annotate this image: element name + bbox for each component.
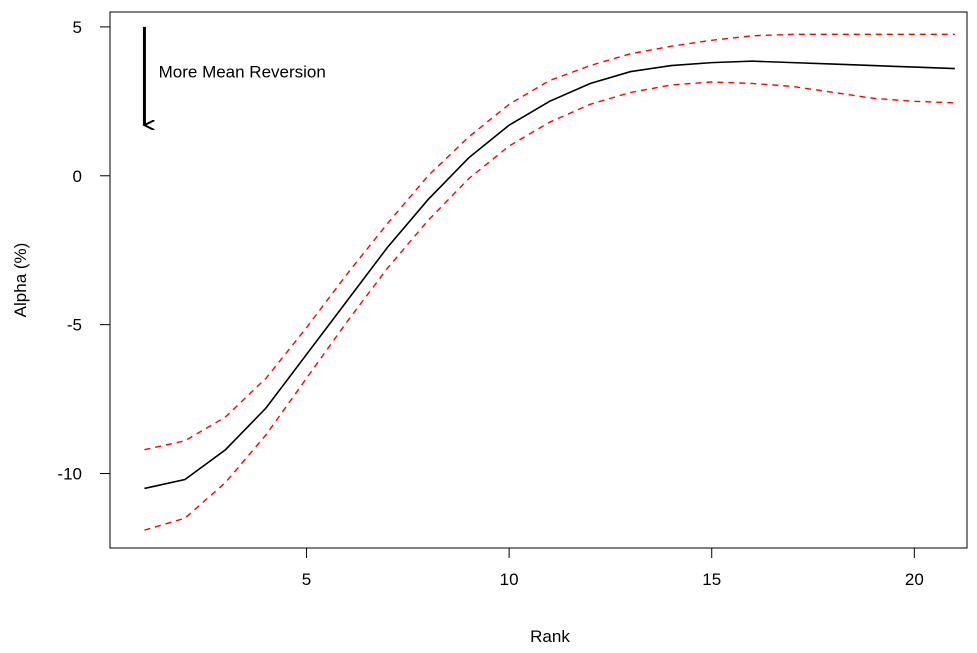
y-tick-label: -5	[67, 316, 82, 335]
plot-frame	[109, 11, 968, 549]
axis-layer: 5 10 15 20 -10 -5 0 5	[57, 18, 923, 589]
x-tick-label: 10	[500, 570, 519, 589]
y-tick-label: -10	[57, 465, 82, 484]
annotation-text: More Mean Reversion	[159, 63, 326, 82]
x-axis-title: Rank	[530, 627, 570, 646]
series-line-estimate	[144, 60, 955, 490]
y-axis-title: Alpha (%)	[11, 243, 30, 318]
x-tick-label: 15	[702, 570, 721, 589]
y-tick-label: 0	[73, 167, 82, 186]
series-line-upper-band	[144, 33, 955, 451]
annotation-layer: More Mean Reversion	[144, 26, 326, 125]
series-line-lower-band	[144, 81, 955, 531]
x-tick-label: 20	[905, 570, 924, 589]
y-tick-label: 5	[73, 18, 82, 37]
x-tick-label: 5	[302, 570, 311, 589]
series-layer	[144, 33, 955, 531]
